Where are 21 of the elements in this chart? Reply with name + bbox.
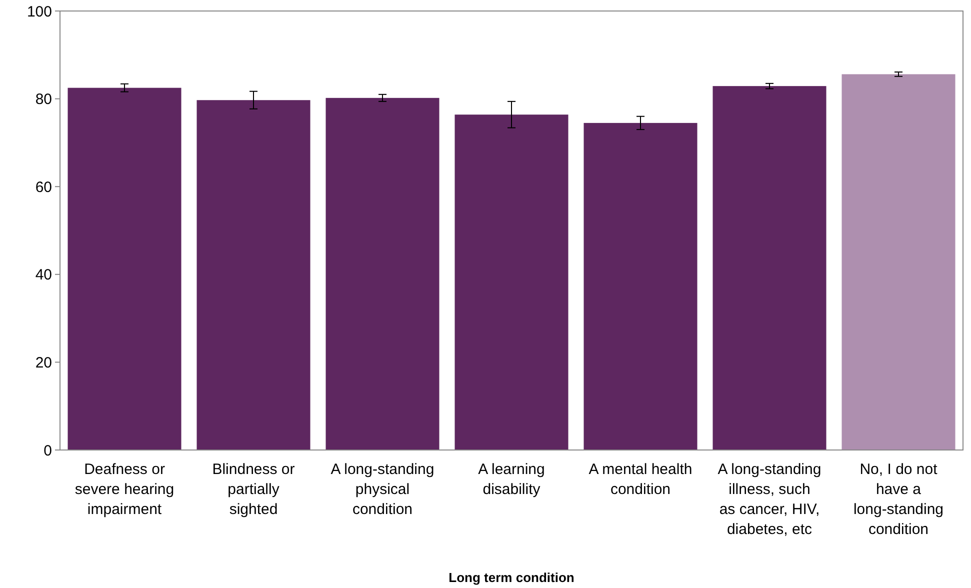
x-tick-label: Blindness or partially sighted bbox=[212, 461, 295, 518]
x-tick-label: A mental health condition bbox=[588, 461, 692, 498]
y-tick-label: 40 bbox=[35, 266, 52, 284]
bar bbox=[454, 114, 568, 450]
x-tick-label: Deafness or severe hearing impairment bbox=[74, 461, 174, 518]
bar bbox=[842, 74, 956, 450]
y-tick-label: 20 bbox=[35, 354, 52, 372]
x-tick-label: A learning disability bbox=[478, 461, 545, 498]
y-tick-label: 100 bbox=[26, 3, 52, 20]
bar bbox=[326, 98, 440, 450]
x-axis-title: Long term condition bbox=[448, 570, 574, 585]
y-tick-label: 80 bbox=[35, 91, 52, 108]
y-tick-label: 60 bbox=[35, 178, 52, 196]
x-tick-label: A long-standing illness, such as cancer, HIV, diabetes, etc bbox=[718, 461, 822, 538]
bar bbox=[68, 88, 182, 450]
y-tick-label: 0 bbox=[44, 442, 52, 460]
bar bbox=[584, 122, 698, 450]
bar bbox=[712, 86, 826, 450]
x-tick-label: A long-standing physical condition bbox=[330, 461, 434, 518]
x-tick-label: No, I do not have a long-standing condition bbox=[853, 461, 944, 538]
bar bbox=[196, 100, 310, 450]
